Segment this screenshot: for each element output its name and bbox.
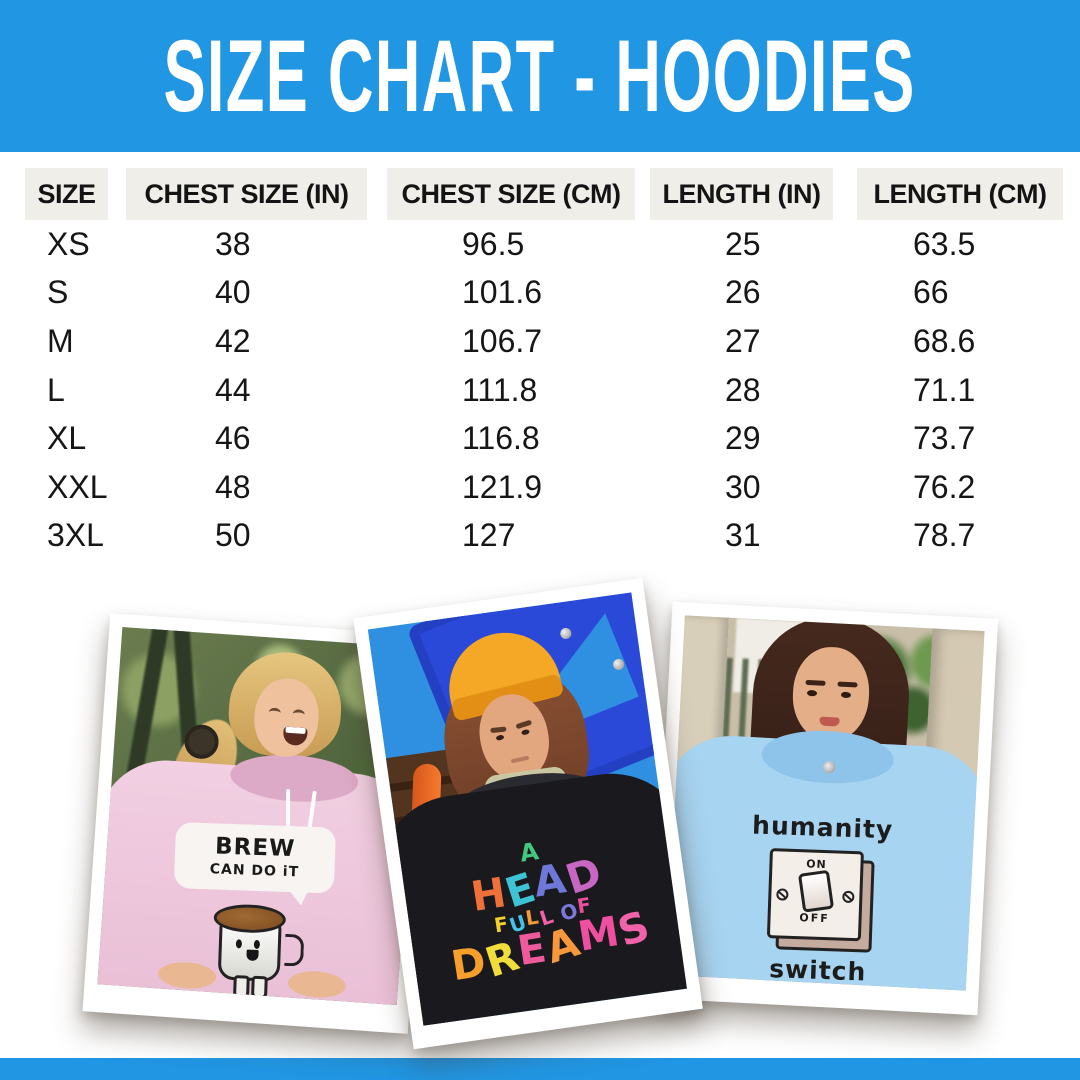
mug-leg	[233, 975, 250, 999]
lips	[819, 716, 840, 727]
photo-blue-hoodie: humanity ON OFF switch	[651, 601, 999, 1016]
table-column: CHEST SIZE (CM) 96.5 101.6 106.7 111.8 116.8 1…	[387, 168, 635, 560]
column-header: CHEST SIZE (CM)	[387, 168, 635, 220]
mug-mouth	[246, 949, 259, 962]
table-column: LENGTH (CM) 63.5 66 68.6 71.1 73.7 76.2 78.7	[857, 168, 1063, 560]
table-cell: 28	[725, 371, 761, 408]
laughing-mouth	[282, 726, 308, 747]
table-cell: XS	[47, 225, 90, 262]
column-header: SIZE	[25, 168, 108, 220]
mug-eye	[235, 939, 243, 949]
table-cell: 63.5	[913, 225, 976, 262]
eyebrow	[805, 679, 826, 686]
photo-blue-hoodie-image: humanity ON OFF switch	[666, 615, 985, 991]
table-cell: 46	[215, 420, 251, 457]
graphic-word-bottom: switch	[768, 954, 867, 987]
table-cell: 68.6	[913, 322, 976, 359]
mug-handle	[284, 933, 305, 967]
table-cell: 48	[215, 468, 251, 505]
table-cell: XL	[47, 420, 87, 457]
table-cell: 127	[462, 517, 516, 554]
table-cell: 25	[725, 225, 761, 262]
eye	[292, 709, 306, 720]
header-banner: SIZE CHART - HOODIES	[0, 0, 1080, 152]
eye	[268, 707, 282, 719]
table-cell: 96.5	[462, 225, 525, 262]
column-header: LENGTH (IN)	[650, 168, 833, 220]
table-cell: 3XL	[47, 517, 104, 554]
mug-leg	[250, 975, 268, 1000]
table-cell: 121.9	[462, 468, 543, 505]
light-switch-drawing: ON OFF	[766, 848, 875, 953]
coffee-mug-cartoon	[205, 903, 305, 1000]
table-cell: 66	[913, 274, 949, 311]
table-cell: 26	[725, 274, 761, 311]
photo-black-hoodie: A HEAD FULL OF DREAMS	[353, 577, 703, 1050]
table-cell: 116.8	[462, 420, 540, 457]
table-cell: 38	[215, 225, 251, 262]
table-column: LENGTH (IN) 25 26 27 28 29 30 31	[650, 168, 833, 560]
table-cell: 40	[215, 274, 251, 311]
eye	[521, 728, 530, 736]
bubble-text-line2: CAN DO iT	[209, 861, 300, 881]
size-table: SIZE XS S M L XL XXL 3XL CHEST SIZE (IN) 38 40 42 44…	[0, 168, 1080, 608]
eye	[840, 691, 852, 699]
switch-off-label: OFF	[799, 911, 830, 926]
switch-plate: ON OFF	[766, 848, 864, 942]
table-cell: 111.8	[462, 371, 538, 408]
eyebrow	[490, 726, 507, 734]
table-cell: 29	[725, 420, 761, 457]
screw	[776, 888, 789, 901]
table-cell: XXL	[47, 468, 108, 505]
switch-toggle	[797, 869, 834, 913]
humanity-switch-graphic: humanity ON OFF switch	[722, 810, 918, 989]
table-cell: 50	[215, 517, 251, 554]
table-cell: 101.6	[462, 274, 543, 311]
speech-bubble: BREW CAN DO iT	[173, 822, 337, 894]
footer-accent-bar	[0, 1058, 1080, 1080]
drawstring	[286, 788, 291, 829]
eyebrow	[515, 719, 533, 730]
table-cell: S	[47, 274, 69, 311]
table-cell: 73.7	[913, 420, 976, 457]
column-header: LENGTH (CM)	[857, 168, 1063, 220]
eyebrow	[837, 681, 858, 688]
photo-black-hoodie-image: A HEAD FULL OF DREAMS	[367, 592, 687, 1026]
table-cell: 27	[725, 322, 761, 359]
screw	[842, 890, 855, 904]
table-cell: 42	[215, 322, 251, 359]
table-cell: 106.7	[462, 322, 543, 359]
table-cell: 30	[725, 468, 761, 505]
table-cell: L	[47, 371, 65, 408]
table-cell: 71.1	[913, 371, 976, 408]
switch-on-label: ON	[805, 857, 827, 872]
table-column: CHEST SIZE (IN) 38 40 42 44 46 48 50	[126, 168, 367, 560]
table-cell: M	[47, 322, 74, 359]
table-cell: 31	[725, 517, 761, 554]
column-header: CHEST SIZE (IN)	[126, 168, 367, 220]
table-column: SIZE XS S M L XL XXL 3XL	[25, 168, 108, 560]
eye	[806, 689, 818, 697]
bubble-text-line1: BREW	[214, 833, 296, 863]
table-cell: 78.7	[913, 517, 976, 554]
table-cell: 76.2	[913, 468, 976, 505]
table-cell: 44	[215, 371, 251, 408]
graphic-word-top: humanity	[751, 810, 894, 845]
page-title: SIZE CHART - HOODIES	[163, 18, 917, 133]
mug-eye	[253, 939, 261, 950]
eye	[495, 734, 505, 741]
mouth	[510, 755, 530, 764]
